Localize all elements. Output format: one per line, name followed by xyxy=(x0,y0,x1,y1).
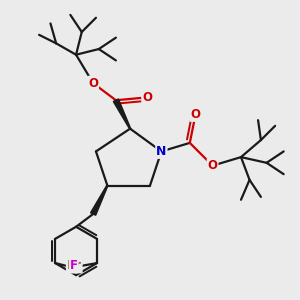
Text: O: O xyxy=(190,108,200,121)
Text: O: O xyxy=(142,91,152,104)
Polygon shape xyxy=(113,99,130,129)
Text: Br: Br xyxy=(67,260,82,272)
Text: F: F xyxy=(70,260,78,272)
Polygon shape xyxy=(91,185,108,215)
Text: O: O xyxy=(88,77,98,90)
Text: N: N xyxy=(156,145,167,158)
Text: O: O xyxy=(208,159,218,172)
